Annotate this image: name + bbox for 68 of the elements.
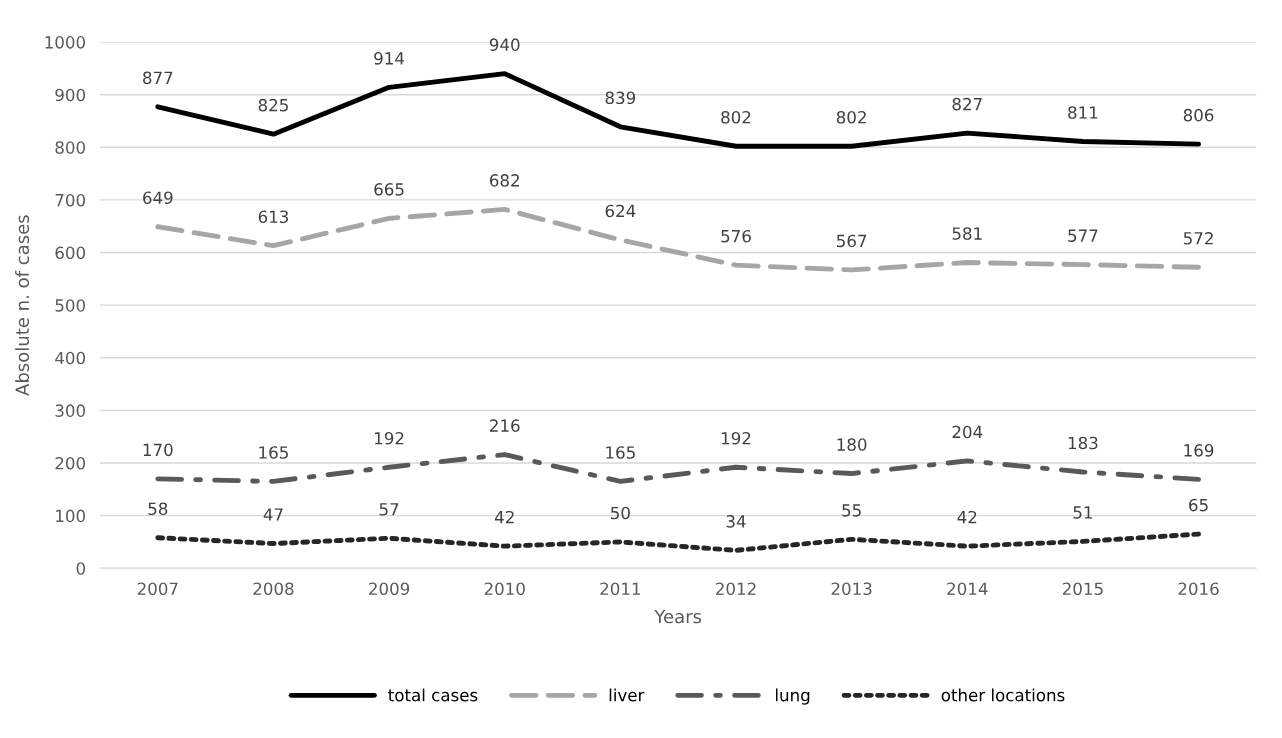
legend-label: liver [609, 688, 645, 702]
data-label: 806 [1183, 108, 1214, 122]
x-tick-label: 2010 [484, 582, 525, 596]
data-label: 802 [836, 110, 866, 124]
data-label: 183 [1068, 436, 1098, 450]
data-label: 802 [721, 110, 751, 124]
y-tick-label: 200 [55, 456, 85, 470]
x-tick-label: 2013 [831, 582, 872, 596]
data-label: 180 [837, 438, 867, 451]
y-tick-label: 100 [56, 509, 85, 523]
data-label: 839 [605, 91, 636, 105]
legend-label: other locations [941, 688, 1065, 702]
data-label: 165 [606, 446, 635, 459]
data-label: 914 [374, 52, 405, 65]
data-label: 58 [148, 502, 168, 516]
y-tick-label: 900 [55, 88, 85, 102]
data-label: 42 [494, 510, 514, 524]
data-label: 192 [721, 431, 751, 445]
data-label: 682 [489, 174, 519, 187]
y-tick-label: 0 [76, 562, 85, 575]
data-label: 50 [611, 506, 630, 520]
y-tick-label: 1000 [45, 36, 85, 49]
y-axis-title: Absolute n. of cases [15, 215, 30, 396]
data-label: 877 [143, 71, 173, 85]
legend-label: lung [775, 688, 810, 705]
legend-label: total cases [388, 688, 478, 702]
data-label: 47 [263, 508, 283, 521]
data-label: 811 [1068, 106, 1098, 119]
data-label: 567 [837, 234, 867, 248]
data-label: 576 [721, 229, 751, 243]
data-label: 65 [1189, 498, 1208, 512]
data-label: 165 [259, 446, 288, 459]
data-label: 665 [374, 183, 404, 196]
x-tick-label: 2012 [716, 582, 756, 596]
y-tick-label: 500 [55, 299, 85, 312]
y-tick-label: 400 [55, 351, 85, 365]
x-tick-label: 2014 [947, 582, 988, 596]
data-label: 57 [379, 503, 399, 516]
x-tick-label: 2016 [1178, 582, 1219, 596]
data-label: 216 [490, 419, 520, 432]
line-series [155, 531, 1201, 553]
data-label: 169 [1184, 444, 1214, 457]
data-label: 192 [375, 431, 404, 445]
data-label: 51 [1073, 506, 1092, 519]
data-label: 577 [1068, 229, 1098, 242]
data-label: 34 [726, 515, 746, 528]
data-label: 581 [952, 227, 982, 240]
data-label: 649 [143, 191, 173, 205]
data-label: 940 [489, 38, 520, 51]
data-label: 572 [1183, 232, 1213, 245]
data-label: 613 [258, 210, 289, 224]
x-tick-label: 2011 [600, 582, 641, 596]
x-axis-title: Years [654, 609, 702, 624]
data-label: 825 [258, 98, 288, 112]
x-tick-label: 2015 [1062, 582, 1103, 596]
y-tick-label: 300 [55, 404, 85, 417]
data-label: 170 [143, 443, 173, 457]
data-label: 204 [952, 425, 983, 439]
data-label: 55 [842, 504, 861, 517]
y-tick-label: 800 [55, 141, 85, 154]
data-label: 827 [952, 97, 982, 111]
x-tick-label: 2007 [137, 582, 178, 596]
y-tick-label: 600 [55, 246, 85, 260]
data-label: 624 [605, 204, 636, 218]
y-tick-label: 700 [55, 193, 85, 207]
data-label: 42 [957, 510, 977, 524]
x-tick-label: 2009 [369, 582, 410, 596]
x-tick-label: 2008 [253, 582, 294, 596]
